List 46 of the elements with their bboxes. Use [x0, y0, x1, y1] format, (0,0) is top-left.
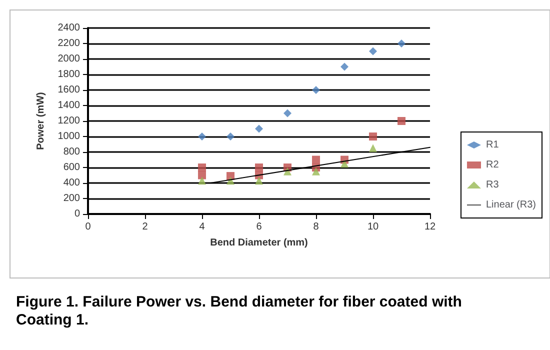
point	[398, 117, 406, 125]
point	[226, 132, 234, 140]
y-tick-label: 0	[74, 208, 80, 220]
point	[198, 176, 206, 185]
y-tick-label: 600	[63, 162, 80, 173]
point	[369, 47, 377, 56]
y-tick-label: 2000	[58, 54, 80, 64]
y-tick-label: 400	[63, 178, 80, 188]
y-tick-label: 800	[63, 146, 80, 158]
legend-label: Linear (R3)	[486, 200, 536, 210]
point	[340, 160, 348, 168]
point	[312, 167, 320, 176]
point	[312, 86, 320, 94]
point	[340, 62, 348, 71]
legend-label: R1	[486, 140, 500, 150]
caption: Figure 1. Failure Power vs. Bend diameter for fiber coated with Coating 1.	[16, 294, 466, 328]
y-tick-label: 1600	[58, 84, 80, 96]
point	[369, 132, 377, 140]
y-tick-label: 1200	[58, 116, 80, 126]
point	[398, 40, 406, 48]
y-tick-label: 1400	[58, 100, 80, 111]
y-tick-label: 2400	[58, 22, 80, 34]
point	[284, 109, 292, 118]
y-axis-title: Power (mW)	[36, 92, 46, 150]
x-tick-label: 12	[424, 222, 436, 232]
x-tick-label: 8	[313, 222, 320, 232]
point	[198, 132, 206, 140]
y-tick-label: 1000	[58, 131, 80, 142]
point	[312, 156, 320, 164]
x-axis-title: Bend Diameter (mm)	[210, 238, 308, 248]
y-tick-label: 200	[63, 193, 80, 204]
legend-label: R3	[486, 180, 500, 190]
point	[369, 144, 377, 152]
legend-label: R2	[486, 160, 500, 170]
point	[198, 171, 206, 180]
y-tick-label: 1800	[58, 69, 80, 80]
x-tick-label: 2	[142, 222, 148, 232]
point	[255, 164, 263, 172]
x-tick-label: 0	[85, 222, 92, 232]
x-tick-label: 10	[367, 222, 379, 232]
point	[255, 124, 263, 133]
x-tick-label: 6	[256, 222, 262, 232]
point	[255, 176, 263, 185]
point	[198, 164, 206, 172]
x-tick-label: 4	[199, 222, 206, 232]
y-tick-label: 2200	[58, 38, 80, 49]
